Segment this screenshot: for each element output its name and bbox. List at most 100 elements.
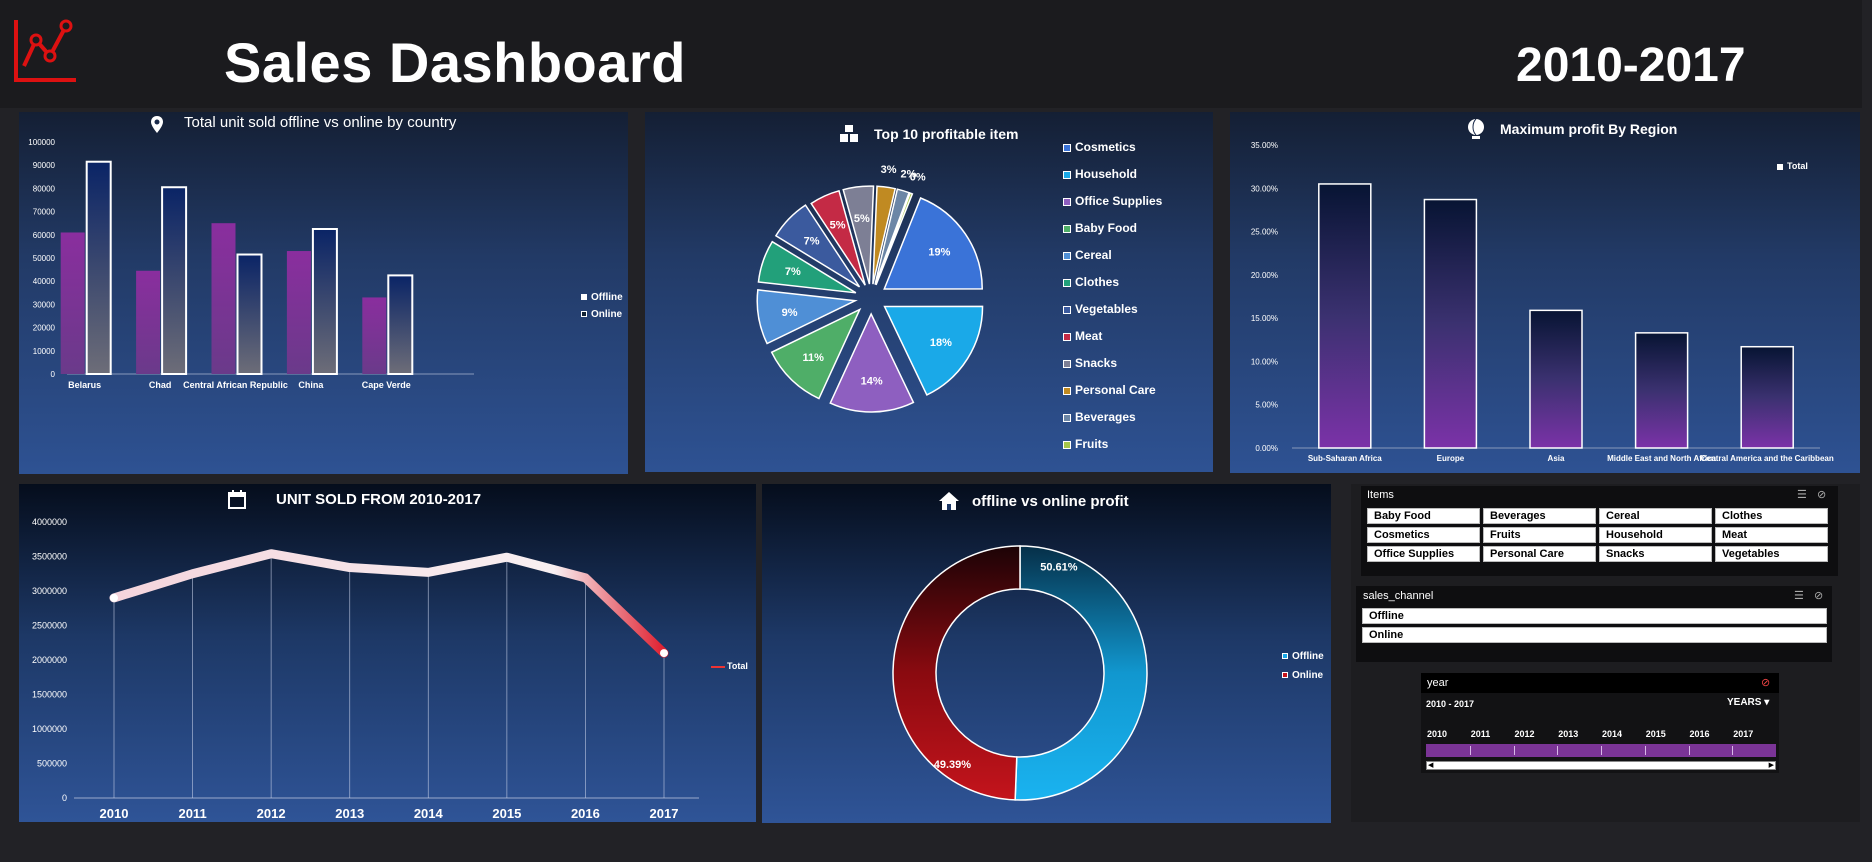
items-slicer-options: Baby Food Beverages Cereal Clothes Cosmetics… bbox=[1367, 508, 1833, 568]
x-tick-label: 2015 bbox=[492, 806, 521, 821]
year-label: 2012 bbox=[1514, 729, 1535, 739]
legend-swatch bbox=[1063, 305, 1071, 314]
header-bar bbox=[0, 0, 1862, 108]
pie-slice bbox=[842, 185, 875, 285]
items-option[interactable]: Vegetables bbox=[1715, 546, 1828, 562]
pie-legend-item: Meat bbox=[1063, 329, 1102, 343]
y-tick-label: 70000 bbox=[33, 208, 56, 217]
legend-swatch bbox=[1063, 359, 1071, 368]
year-label: 2017 bbox=[1733, 729, 1754, 739]
x-category-label: Cape Verde bbox=[362, 380, 411, 390]
x-tick-label: 2013 bbox=[335, 806, 364, 821]
items-pie-chart: 19% 18% 14% 11% 9% 7% 7% 5% 5% 3% 2%0% bbox=[756, 164, 984, 413]
country-chart-title: Total unit sold offline vs online by cou… bbox=[184, 114, 457, 131]
scroll-right-icon[interactable]: ▶ bbox=[1768, 762, 1774, 769]
donut-slice bbox=[1014, 545, 1148, 801]
y-tick-label: 15.00% bbox=[1251, 314, 1278, 323]
map-pin-icon bbox=[151, 116, 163, 133]
dashboard-year-range: 2010-2017 bbox=[1516, 39, 1746, 92]
pie-slice bbox=[883, 197, 983, 290]
y-tick-label: 3500000 bbox=[32, 552, 67, 562]
year-tick bbox=[1732, 746, 1734, 755]
x-category-label: Central America and the Caribbean bbox=[1701, 454, 1834, 463]
channel-option-offline[interactable]: Offline bbox=[1362, 608, 1827, 624]
year-tick bbox=[1469, 746, 1471, 755]
year-timeline-bar[interactable] bbox=[1426, 744, 1776, 757]
donut-label: 50.61% bbox=[1040, 561, 1078, 573]
items-slicer-title: Items bbox=[1367, 489, 1394, 501]
multi-select-icon[interactable]: ☰ bbox=[1794, 590, 1804, 602]
bar-online bbox=[236, 253, 263, 376]
items-option[interactable]: Personal Care bbox=[1483, 546, 1596, 562]
time-level-dropdown[interactable]: YEARS ▾ bbox=[1727, 697, 1770, 708]
region-chart-title: Maximum profit By Region bbox=[1500, 121, 1678, 137]
items-option[interactable]: Clothes bbox=[1715, 508, 1828, 524]
legend-swatch bbox=[1063, 278, 1071, 287]
items-option[interactable]: Household bbox=[1599, 527, 1712, 543]
timeline-scrollbar[interactable]: ◀ ▶ bbox=[1426, 761, 1776, 770]
year-range-label: 2010 - 2017 bbox=[1426, 699, 1475, 709]
region-bar bbox=[1740, 345, 1794, 449]
items-option[interactable]: Office Supplies bbox=[1367, 546, 1480, 562]
clear-filter-icon[interactable]: ⊘ bbox=[1761, 677, 1771, 689]
legend-label: Cereal bbox=[1075, 248, 1112, 262]
y-tick-label: 1000000 bbox=[32, 724, 67, 734]
year-tick bbox=[1513, 746, 1515, 755]
y-tick-label: 30000 bbox=[33, 300, 56, 309]
items-option[interactable]: Meat bbox=[1715, 527, 1828, 543]
legend-label: Meat bbox=[1075, 329, 1103, 343]
units-line bbox=[109, 549, 669, 658]
bar-offline bbox=[286, 251, 311, 374]
pie-legend-item: Baby Food bbox=[1063, 221, 1137, 235]
pie-slice bbox=[770, 307, 862, 400]
legend-label: Baby Food bbox=[1075, 221, 1137, 235]
channel-option-online[interactable]: Online bbox=[1362, 627, 1827, 643]
items-option[interactable]: Baby Food bbox=[1367, 508, 1480, 524]
x-tick-label: 2017 bbox=[650, 806, 679, 821]
year-label: 2015 bbox=[1645, 729, 1666, 739]
year-timeline-title: year bbox=[1427, 677, 1449, 689]
items-option[interactable]: Beverages bbox=[1483, 508, 1596, 524]
items-chart-panel: Top 10 profitable item 19% 18% 14% 11% 9% 7% 7… bbox=[645, 112, 1213, 472]
y-tick-label: 0 bbox=[51, 370, 56, 379]
pie-slice bbox=[872, 185, 897, 285]
x-category-label: Europe bbox=[1437, 454, 1465, 463]
y-tick-label: 20000 bbox=[33, 324, 56, 333]
line-chart-logo-icon bbox=[14, 19, 76, 82]
boxes-icon bbox=[840, 125, 858, 142]
pie-label: 2% bbox=[901, 169, 917, 181]
donut-slice bbox=[892, 545, 1021, 801]
clear-filter-icon[interactable]: ⊘ bbox=[1814, 590, 1824, 602]
year-label: 2013 bbox=[1558, 729, 1579, 739]
x-category-label: Middle East and North Africa bbox=[1607, 454, 1717, 463]
items-option[interactable]: Snacks bbox=[1599, 546, 1712, 562]
legend-label: Vegetables bbox=[1075, 302, 1138, 316]
calendar-icon bbox=[228, 490, 246, 509]
y-tick-label: 90000 bbox=[33, 161, 56, 170]
clear-filter-icon[interactable]: ⊘ bbox=[1817, 489, 1827, 501]
scroll-left-icon[interactable]: ◀ bbox=[1428, 762, 1434, 769]
bar-online bbox=[387, 274, 414, 375]
x-category-label: Central African Republic bbox=[183, 380, 288, 390]
y-tick-label: 5.00% bbox=[1255, 401, 1278, 410]
x-tick-label: 2014 bbox=[414, 806, 444, 821]
units-line-chart: 0 500000 1000000 1500000 2000000 2500000 30000… bbox=[32, 517, 699, 821]
legend-swatch bbox=[1063, 251, 1071, 260]
pie-legend-item: Clothes bbox=[1063, 275, 1119, 289]
pie-slice bbox=[883, 305, 984, 396]
bar-offline bbox=[362, 297, 387, 374]
items-chart-title: Top 10 profitable item bbox=[874, 126, 1019, 142]
y-tick-label: 20.00% bbox=[1251, 271, 1278, 280]
items-option[interactable]: Fruits bbox=[1483, 527, 1596, 543]
pie-slice bbox=[829, 312, 915, 413]
pie-label: 7% bbox=[785, 266, 801, 278]
items-option[interactable]: Cereal bbox=[1599, 508, 1712, 524]
year-tick bbox=[1644, 746, 1646, 755]
bar-online bbox=[161, 186, 188, 375]
pie-legend-item: Office Supplies bbox=[1063, 194, 1162, 208]
items-option[interactable]: Cosmetics bbox=[1367, 527, 1480, 543]
y-tick-label: 25.00% bbox=[1251, 228, 1278, 237]
line-point bbox=[110, 593, 118, 602]
multi-select-icon[interactable]: ☰ bbox=[1797, 489, 1807, 501]
bar-online bbox=[85, 160, 112, 375]
